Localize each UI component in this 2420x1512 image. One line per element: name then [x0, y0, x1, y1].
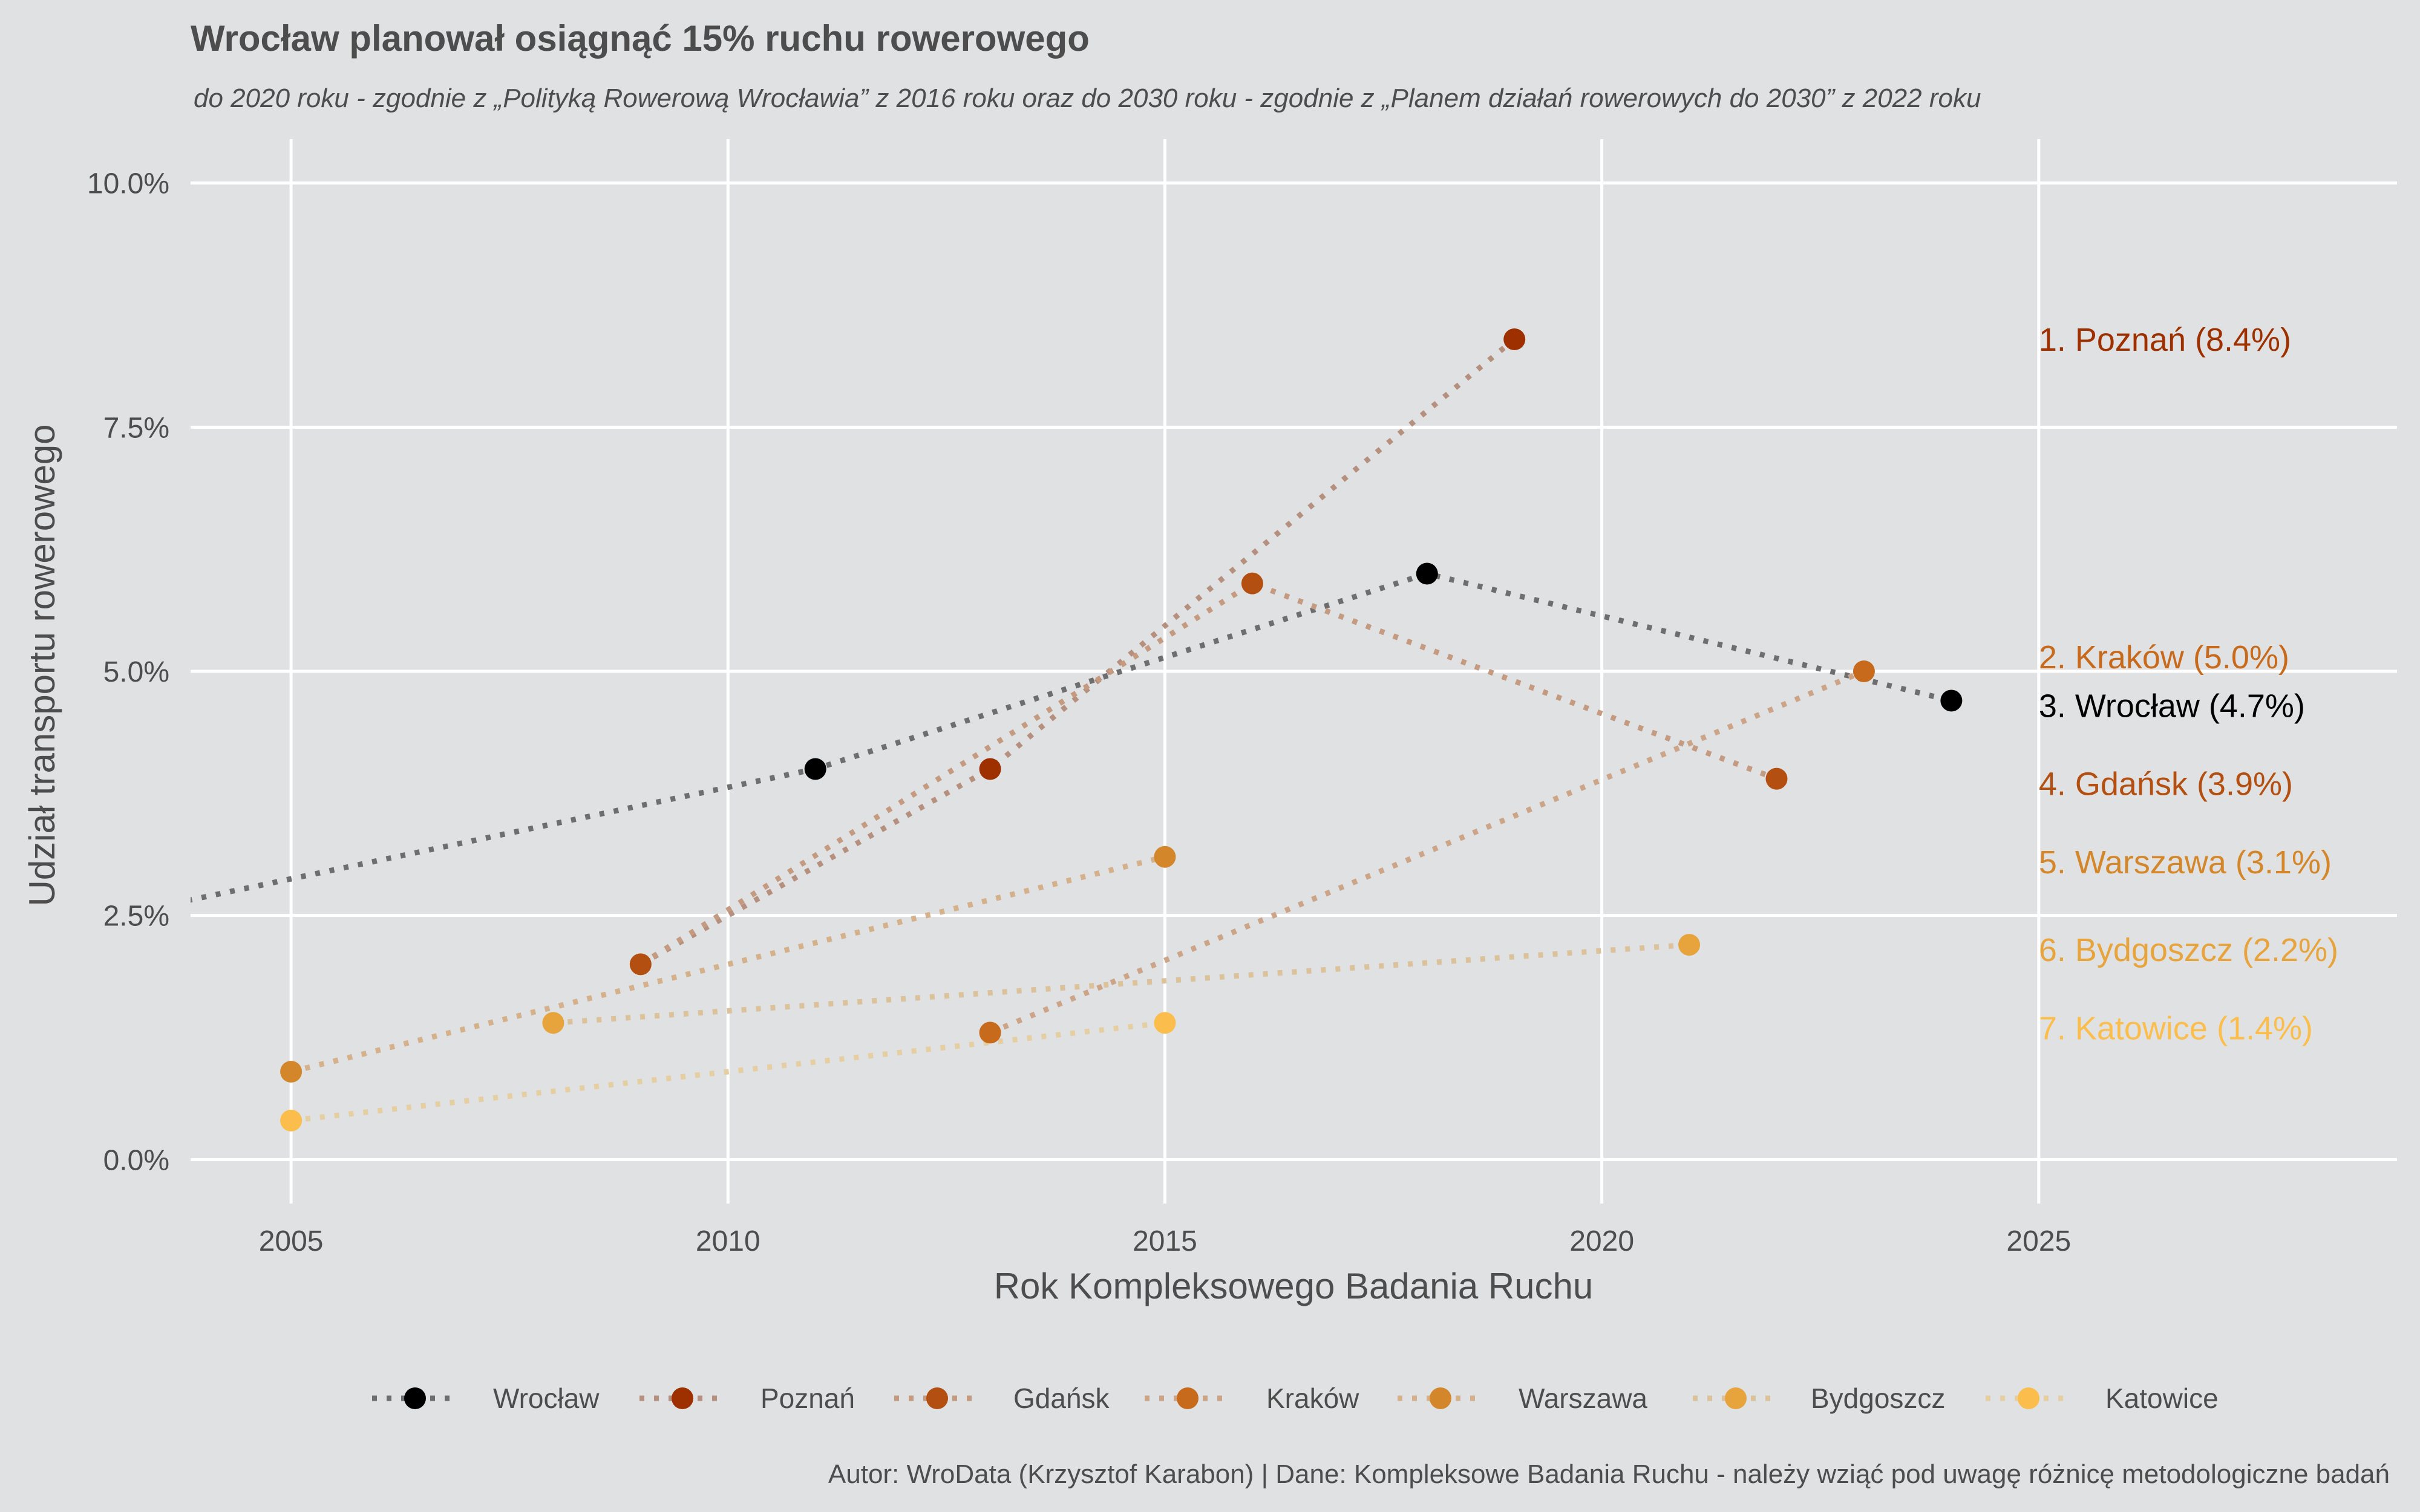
data-point: [1503, 328, 1526, 351]
y-tick-label: 7.5%: [103, 412, 169, 444]
legend-label: Poznań: [760, 1383, 855, 1414]
x-tick-label: 2005: [259, 1225, 324, 1257]
legend-label: Kraków: [1266, 1383, 1359, 1414]
end-label: 7. Katowice (1.4%): [2039, 1010, 2313, 1046]
series-lines: [191, 337, 1952, 1124]
chart-caption: Autor: WroData (Krzysztof Karabon) | Dan…: [828, 1459, 2390, 1489]
legend-marker: [926, 1387, 948, 1409]
x-tick-label: 2020: [1569, 1225, 1634, 1257]
data-point: [1853, 660, 1875, 682]
legend-marker: [1177, 1387, 1199, 1409]
y-tick-label: 5.0%: [103, 656, 169, 688]
x-axis-ticks: 2005 2010 2015 2020 2025: [259, 1225, 2071, 1257]
data-point: [1154, 846, 1176, 868]
legend-item: Warszawa: [1398, 1383, 1647, 1414]
y-tick-label: 10.0%: [87, 168, 169, 200]
series-line-5: [553, 942, 1690, 1026]
legend-label: Wrocław: [493, 1383, 600, 1414]
data-point: [1940, 689, 1963, 712]
data-point: [1416, 562, 1438, 585]
legend-label: Gdańsk: [1013, 1383, 1110, 1414]
y-axis-ticks: 0.0% 2.5% 5.0% 7.5% 10.0%: [87, 168, 169, 1177]
legend-label: Warszawa: [1519, 1383, 1647, 1414]
series-line-0: [191, 570, 1952, 903]
end-label: 1. Poznań (8.4%): [2039, 322, 2291, 358]
x-tick-label: 2025: [2006, 1225, 2071, 1257]
data-point: [629, 953, 652, 976]
data-point: [542, 1012, 564, 1034]
series-line-6: [290, 1020, 1165, 1124]
y-tick-label: 0.0%: [103, 1144, 169, 1176]
y-tick-label: 2.5%: [103, 901, 169, 933]
data-point: [804, 758, 826, 780]
end-label: 3. Wrocław (4.7%): [2039, 688, 2305, 725]
legend: Wrocław Poznań Gdańsk Kraków Warszawa Bydgosz…: [372, 1383, 2219, 1414]
chart-title: Wrocław planował osiągnąć 15% ruchu rowe…: [191, 18, 1090, 59]
gridlines: [191, 139, 2397, 1204]
data-point: [1154, 1012, 1176, 1034]
end-label: 2. Kraków (5.0%): [2039, 639, 2289, 676]
series-points: [280, 328, 1963, 1132]
legend-label: Katowice: [2105, 1383, 2219, 1414]
data-point: [979, 1022, 1001, 1044]
x-tick-label: 2015: [1133, 1225, 1197, 1257]
end-label: 6. Bydgoszcz (2.2%): [2039, 932, 2338, 968]
legend-item: Kraków: [1145, 1383, 1359, 1414]
legend-marker: [1430, 1387, 1451, 1409]
data-point: [979, 758, 1001, 780]
legend-item: Gdańsk: [894, 1383, 1110, 1414]
end-labels: 1. Poznań (8.4%) 2. Kraków (5.0%) 3. Wrocł…: [2039, 322, 2338, 1046]
end-label: 4. Gdańsk (3.9%): [2039, 766, 2293, 803]
data-point: [280, 1109, 302, 1132]
legend-marker: [2018, 1387, 2039, 1409]
series-line-2: [639, 580, 1778, 967]
legend-item: Bydgoszcz: [1693, 1383, 1945, 1414]
x-tick-label: 2010: [696, 1225, 760, 1257]
data-point: [1241, 572, 1263, 595]
legend-item: Poznań: [639, 1383, 855, 1414]
series-line-1: [639, 337, 1517, 967]
data-point: [280, 1061, 302, 1083]
legend-marker: [1725, 1387, 1747, 1409]
legend-marker: [404, 1387, 426, 1409]
legend-marker: [672, 1387, 693, 1409]
legend-item: Wrocław: [372, 1383, 600, 1414]
data-point: [1678, 934, 1701, 956]
chart-subtitle: do 2020 roku - zgodnie z „Polityką Rower…: [194, 83, 1981, 113]
legend-label: Bydgoszcz: [1811, 1383, 1945, 1414]
series-line-4: [290, 854, 1166, 1075]
end-label: 5. Warszawa (3.1%): [2039, 844, 2332, 881]
legend-item: Katowice: [1986, 1383, 2219, 1414]
data-point: [1765, 767, 1788, 790]
y-axis-title: Udział transportu rowerowego: [22, 424, 62, 906]
series-line-3: [989, 668, 1865, 1035]
x-axis-title: Rok Kompleksowego Badania Ruchu: [994, 1266, 1594, 1306]
